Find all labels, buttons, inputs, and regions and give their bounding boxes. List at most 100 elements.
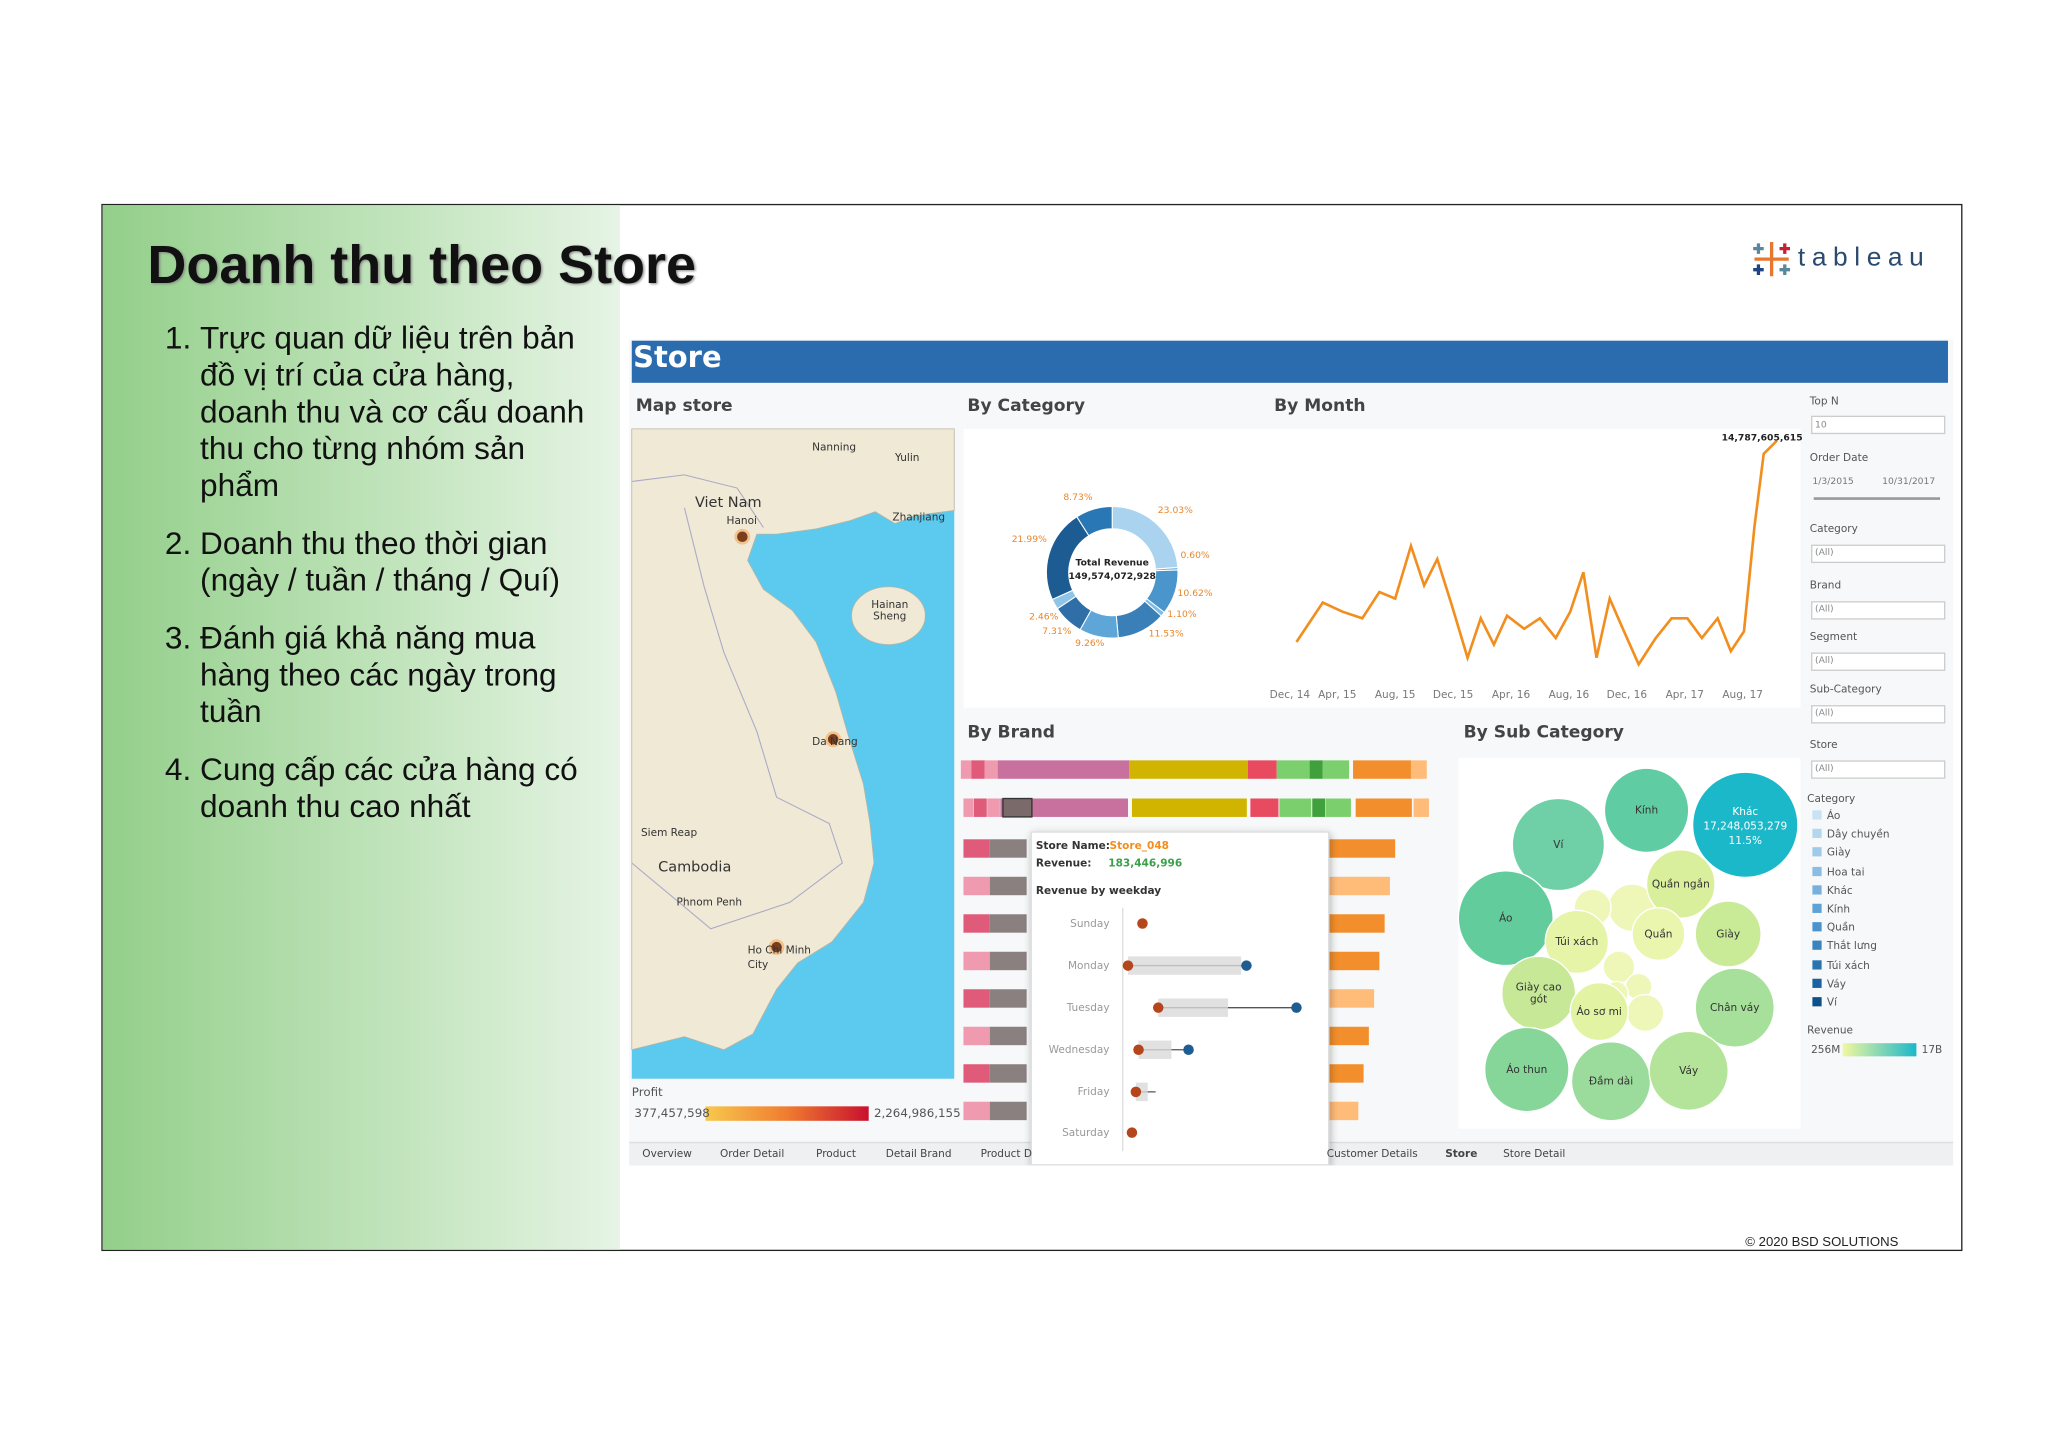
bubble-label: Khác [1732,805,1759,818]
footer: © 2020 BSD SOLUTIONS [1745,1235,1899,1250]
store-dot [768,939,785,956]
revenue-line [1295,439,1778,668]
brand-segment [989,1064,1027,1083]
brand-segment [1247,760,1277,779]
day-label: Tuesday [1066,1001,1110,1014]
island [851,586,926,645]
brand-segment [989,1026,1027,1046]
donut-center-label: Total Revenue [1075,557,1149,569]
section-title: By Brand [967,722,1056,743]
brand-segment [1279,798,1312,817]
brand-segment [1309,760,1323,779]
legend-title: Category [1807,792,1856,805]
map-label: Yulin [895,451,920,464]
weekday-boxplot [1122,907,1302,1152]
tab: Product [816,1147,857,1160]
legend-item: Váy [1826,977,1846,990]
box [1135,1082,1148,1102]
slice-label: 11.53% [1148,628,1184,640]
legend-min: 256M [1811,1043,1841,1056]
store-dot [734,528,751,545]
brand-segment [1326,1026,1369,1046]
x-label: Aug, 15 [1374,688,1416,701]
legend-item: Hoa tai [1826,865,1865,878]
bubble-label: Quần ngắn [1651,878,1710,890]
section-title: By Month [1274,396,1366,417]
legend-item: Khác [1826,884,1853,897]
bullet-item: Cung cấp các cửa hàng có doanh thu cao n… [200,752,595,826]
brand-segment [1250,798,1279,817]
slice-label: 1.10% [1167,609,1197,620]
slice-label: 9.26% [1075,638,1105,649]
brand-segment [989,951,1027,971]
box [1127,956,1242,975]
filter-value: 1/3/2015 [1812,476,1854,487]
bubble-label: Giày cao gót [1515,981,1562,1006]
x-label: Apr, 17 [1665,688,1704,701]
brand-segment [989,839,1027,858]
map-label: Hainan Sheng [871,598,909,623]
map-label: Cambodia [658,858,732,876]
point [1152,1002,1164,1013]
day-label: Saturday [1062,1126,1110,1139]
legend-min: 377,457,598 [634,1107,710,1121]
map-label: Nanning [812,441,857,454]
filter-label: Brand [1809,579,1842,592]
brand-highlight [1002,797,1033,818]
bubble-value: 11.5% [1728,834,1763,847]
bubble-label: Kính [1634,804,1659,817]
x-label: Dec, 15 [1432,688,1474,701]
bubble [1457,870,1554,967]
filter-label: Category [1809,522,1858,535]
bubble-value: 17,248,053,279 [1703,820,1788,833]
legend-swatch [1812,922,1822,932]
brand-segment [989,914,1027,933]
brand-segment [1326,1101,1359,1121]
tab: Order Detail [719,1147,785,1160]
bubble-label: Túi xách [1555,935,1599,948]
section-title: By Sub Category [1463,722,1624,743]
map-label: Phnom Penh [676,896,743,909]
bubble [1569,982,1629,1042]
brand-segment [1325,798,1351,817]
date-slider [1813,497,1941,500]
brand-segment [963,914,990,933]
brand-segment [1326,876,1390,896]
tooltip [1030,831,1330,1166]
bubble [1694,967,1775,1048]
donut-center-value: 149,574,072,928 [1068,570,1156,582]
brand-segment [1326,839,1396,858]
bubble-label: Áo thun [1506,1063,1548,1076]
slice-label: 23.03% [1157,505,1193,516]
month-panel [1267,428,1801,708]
brand-segment [963,1026,990,1046]
gradient-bar [705,1106,869,1121]
bubble-label: Ví [1553,838,1564,851]
brand-segment [1326,1064,1364,1083]
side-panel [102,205,620,1250]
legend-swatch [1812,885,1822,895]
point [1241,960,1252,971]
legend-swatch [1812,866,1822,876]
brand-segment [963,839,990,858]
point [1122,960,1134,971]
legend-item: Giày [1826,847,1851,859]
x-label: Aug, 17 [1722,688,1763,701]
filter-dropdown [1811,705,1946,724]
day-label: Friday [1077,1085,1110,1098]
brand-segment [1353,760,1411,779]
filter-label: Segment [1809,630,1858,643]
tooltip-label: Store Name: [1035,839,1110,852]
brand-segment [973,798,987,817]
slide-frame: Doanh thu theo Store Trực quan dữ liệu t… [101,203,1963,1252]
legend-item: Quần [1826,921,1855,934]
bubble-label: Áo sơ mi [1576,1005,1622,1018]
legend-swatch [1812,903,1822,913]
point [1137,918,1148,929]
map-label: Hanoi [726,515,757,527]
slice-label: 10.62% [1177,588,1213,599]
bubbles [1457,767,1799,1122]
legend-swatch [1812,978,1822,988]
